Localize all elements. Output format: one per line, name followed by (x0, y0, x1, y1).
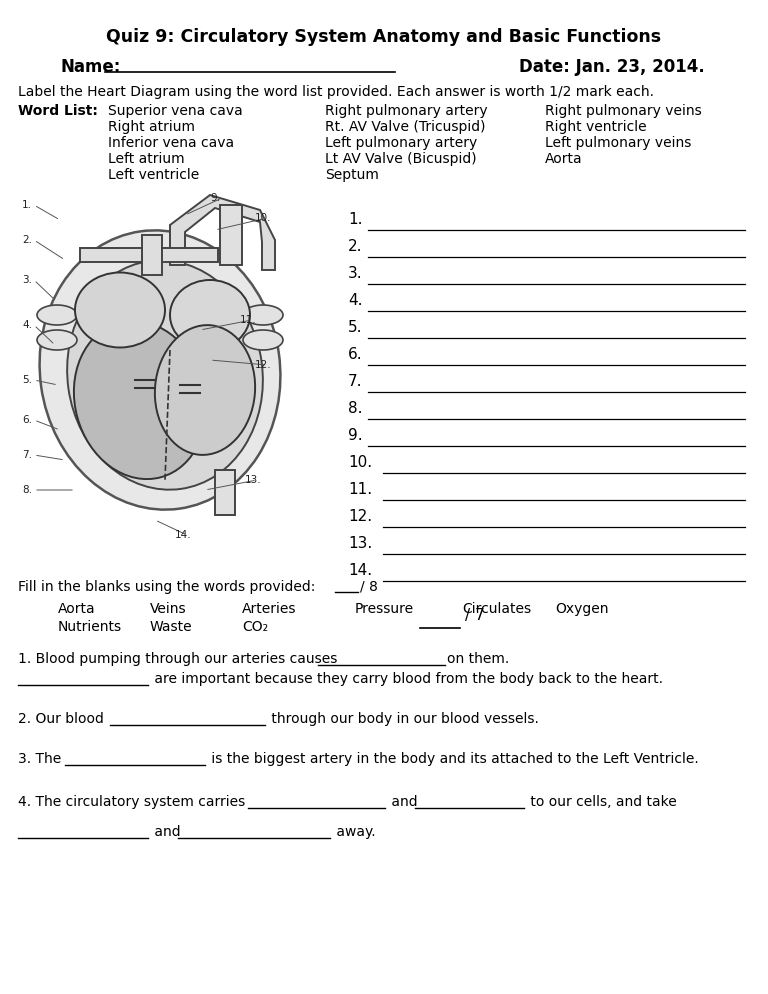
Text: Date: Jan. 23, 2014.: Date: Jan. 23, 2014. (519, 58, 705, 76)
Text: on them.: on them. (447, 652, 509, 666)
Ellipse shape (155, 325, 255, 455)
Text: 3.: 3. (348, 266, 362, 281)
Text: 1.: 1. (348, 212, 362, 227)
Text: Nutrients: Nutrients (58, 620, 122, 634)
Text: 12.: 12. (255, 360, 272, 370)
Text: Fill in the blanks using the words provided:: Fill in the blanks using the words provi… (18, 580, 316, 594)
Text: 1.: 1. (22, 200, 32, 210)
Text: and: and (387, 795, 422, 809)
Text: Left pulmonary veins: Left pulmonary veins (545, 136, 691, 150)
Text: 9.: 9. (348, 428, 362, 443)
Text: 8.: 8. (348, 401, 362, 416)
Text: Inferior vena cava: Inferior vena cava (108, 136, 234, 150)
Text: Left atrium: Left atrium (108, 152, 184, 166)
Text: 13.: 13. (245, 475, 262, 485)
Text: 5.: 5. (348, 320, 362, 335)
Polygon shape (162, 248, 218, 262)
Ellipse shape (37, 330, 77, 350)
Text: 12.: 12. (348, 509, 372, 524)
Text: Label the Heart Diagram using the word list provided. Each answer is worth 1/2 m: Label the Heart Diagram using the word l… (18, 85, 654, 99)
Text: / 7: / 7 (465, 608, 485, 623)
Polygon shape (142, 235, 162, 275)
Ellipse shape (74, 321, 206, 479)
Text: away.: away. (332, 825, 376, 839)
Ellipse shape (170, 280, 250, 350)
Text: Left pulmonary artery: Left pulmonary artery (325, 136, 477, 150)
Polygon shape (215, 470, 235, 515)
Text: Circulates: Circulates (462, 602, 531, 616)
Text: Aorta: Aorta (545, 152, 583, 166)
Text: 13.: 13. (348, 536, 372, 551)
Text: Lt AV Valve (Bicuspid): Lt AV Valve (Bicuspid) (325, 152, 477, 166)
Text: are important because they carry blood from the body back to the heart.: are important because they carry blood f… (150, 672, 663, 686)
Text: Pressure: Pressure (355, 602, 414, 616)
Text: 3. The: 3. The (18, 752, 65, 766)
Text: Left ventricle: Left ventricle (108, 168, 199, 182)
Text: through our body in our blood vessels.: through our body in our blood vessels. (267, 712, 539, 726)
Text: 4. The circulatory system carries: 4. The circulatory system carries (18, 795, 250, 809)
Text: 8.: 8. (22, 485, 32, 495)
Text: Name:: Name: (60, 58, 121, 76)
Text: 11.: 11. (348, 482, 372, 497)
Text: Arteries: Arteries (242, 602, 296, 616)
Text: Word List:: Word List: (18, 104, 98, 118)
Ellipse shape (75, 272, 165, 348)
Text: CO₂: CO₂ (242, 620, 268, 634)
Text: / 8: / 8 (360, 580, 378, 594)
Text: Right atrium: Right atrium (108, 120, 195, 134)
Text: 7.: 7. (348, 374, 362, 389)
Text: Superior vena cava: Superior vena cava (108, 104, 243, 118)
Text: Right pulmonary artery: Right pulmonary artery (325, 104, 488, 118)
Text: 4.: 4. (22, 320, 32, 330)
Text: 10.: 10. (255, 213, 272, 223)
Ellipse shape (243, 305, 283, 325)
Text: Aorta: Aorta (58, 602, 96, 616)
Text: Oxygen: Oxygen (555, 602, 608, 616)
Ellipse shape (67, 260, 263, 490)
Text: Right pulmonary veins: Right pulmonary veins (545, 104, 702, 118)
Text: 6.: 6. (348, 347, 362, 362)
Text: 9.: 9. (210, 193, 220, 203)
Text: 6.: 6. (22, 415, 32, 425)
Text: Rt. AV Valve (Tricuspid): Rt. AV Valve (Tricuspid) (325, 120, 485, 134)
Text: 1. Blood pumping through our arteries causes: 1. Blood pumping through our arteries ca… (18, 652, 342, 666)
Text: to our cells, and take: to our cells, and take (526, 795, 677, 809)
Text: and: and (150, 825, 185, 839)
Text: is the biggest artery in the body and its attached to the Left Ventricle.: is the biggest artery in the body and it… (207, 752, 699, 766)
Text: 14.: 14. (348, 563, 372, 578)
Text: 10.: 10. (348, 455, 372, 470)
Polygon shape (80, 248, 142, 262)
Polygon shape (220, 205, 242, 265)
Polygon shape (170, 195, 275, 270)
Ellipse shape (243, 330, 283, 350)
Text: 14.: 14. (175, 530, 192, 540)
Ellipse shape (40, 231, 280, 510)
Text: Septum: Septum (325, 168, 379, 182)
Text: Waste: Waste (150, 620, 193, 634)
Text: 11.: 11. (240, 315, 257, 325)
Text: 2.: 2. (348, 239, 362, 254)
Text: 2.: 2. (22, 235, 32, 245)
Ellipse shape (37, 305, 77, 325)
Text: 2. Our blood: 2. Our blood (18, 712, 108, 726)
Text: 4.: 4. (348, 293, 362, 308)
Text: 3.: 3. (22, 275, 32, 285)
Text: 7.: 7. (22, 450, 32, 460)
Text: Right ventricle: Right ventricle (545, 120, 647, 134)
Text: Veins: Veins (150, 602, 187, 616)
Text: Quiz 9: Circulatory System Anatomy and Basic Functions: Quiz 9: Circulatory System Anatomy and B… (107, 28, 661, 46)
Text: 5.: 5. (22, 375, 32, 385)
